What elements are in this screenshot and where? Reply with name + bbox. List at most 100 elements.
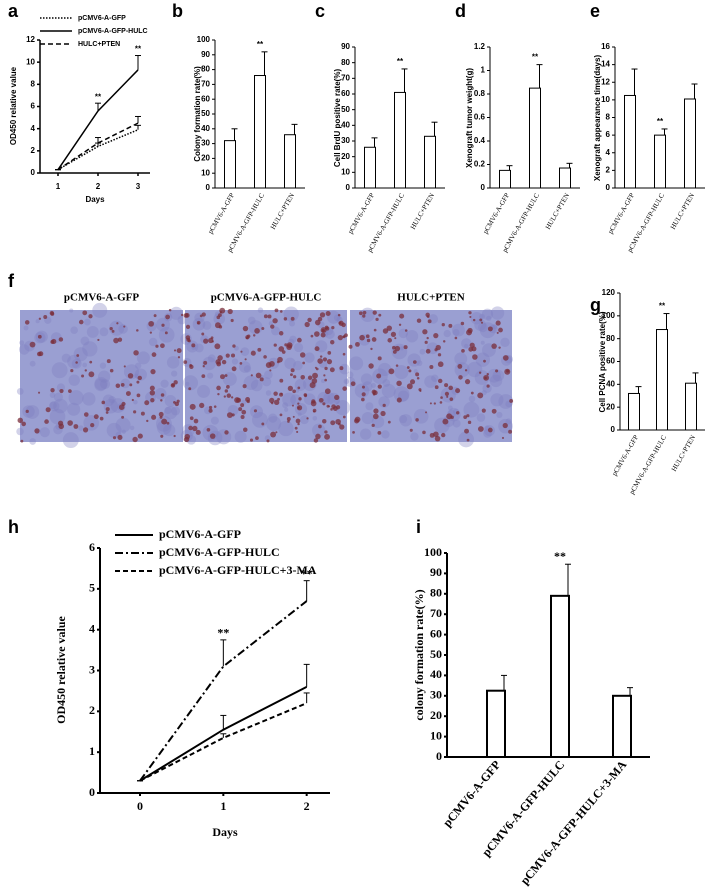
cell-nucleus bbox=[161, 323, 165, 327]
cell-nucleus bbox=[372, 310, 377, 315]
line-series bbox=[139, 702, 308, 782]
cell-nucleus bbox=[224, 389, 229, 393]
cell-nucleus bbox=[412, 360, 417, 364]
stain-patch bbox=[177, 315, 187, 325]
stain-patch bbox=[278, 420, 294, 437]
stain-patch bbox=[489, 374, 503, 388]
y-tick-label: 50 bbox=[430, 647, 442, 661]
cell-nucleus bbox=[136, 380, 140, 384]
cell-nucleus bbox=[50, 340, 55, 344]
y-tick-label: 20 bbox=[430, 708, 442, 722]
stain-patch bbox=[282, 392, 296, 407]
y-tick-label: 100 bbox=[602, 311, 616, 320]
cell-nucleus bbox=[376, 373, 382, 379]
stain-patch bbox=[382, 379, 391, 387]
cell-nucleus bbox=[320, 332, 326, 338]
cell-nucleus bbox=[307, 317, 312, 323]
cell-nucleus bbox=[137, 433, 143, 439]
y-tick-label: 0 bbox=[346, 183, 351, 192]
cell-nucleus bbox=[416, 377, 420, 380]
bar bbox=[612, 694, 632, 758]
cell-nucleus bbox=[403, 345, 408, 350]
stain-patch bbox=[202, 321, 212, 330]
cell-nucleus bbox=[68, 389, 72, 393]
stain-patch bbox=[452, 328, 460, 336]
cell-nucleus bbox=[317, 358, 323, 364]
y-tick-label: 2 bbox=[606, 165, 611, 174]
cell-nucleus bbox=[394, 337, 397, 340]
y-tick-label: 80 bbox=[201, 65, 210, 74]
cell-nucleus bbox=[280, 310, 283, 313]
cell-nucleus bbox=[318, 397, 324, 403]
cell-nucleus bbox=[81, 374, 85, 378]
cell-nucleus bbox=[377, 384, 382, 389]
cell-nucleus bbox=[21, 421, 26, 427]
cell-nucleus bbox=[310, 334, 314, 338]
cell-nucleus bbox=[295, 418, 301, 424]
cell-nucleus bbox=[153, 314, 157, 318]
bar bbox=[628, 392, 640, 431]
cell-nucleus bbox=[394, 345, 401, 352]
cell-nucleus bbox=[472, 354, 478, 360]
cell-nucleus bbox=[427, 319, 432, 324]
stain-patch bbox=[16, 388, 24, 395]
significance: ** bbox=[554, 549, 566, 563]
image-caption: HULC+PTEN bbox=[397, 292, 464, 304]
stain-patch bbox=[222, 372, 237, 387]
cell-nucleus bbox=[372, 390, 378, 396]
stain-patch bbox=[92, 302, 108, 318]
y-tick-label: 10 bbox=[601, 95, 610, 104]
stain-patch bbox=[35, 319, 40, 324]
cell-nucleus bbox=[280, 392, 283, 395]
bar bbox=[654, 134, 666, 189]
stain-patch bbox=[264, 370, 273, 380]
stain-patch bbox=[271, 326, 281, 336]
cell-nucleus bbox=[464, 379, 471, 385]
cell-nucleus bbox=[314, 366, 317, 369]
stain-patch bbox=[399, 346, 404, 351]
cell-nucleus bbox=[296, 405, 303, 411]
cell-nucleus bbox=[266, 439, 270, 443]
stain-patch bbox=[490, 306, 505, 320]
y-tick-label: 6 bbox=[31, 102, 36, 111]
stain-patch bbox=[234, 430, 247, 443]
significance: ** bbox=[657, 117, 664, 126]
cell-nucleus bbox=[362, 310, 367, 315]
cell-nucleus bbox=[240, 415, 245, 420]
cell-nucleus bbox=[183, 360, 188, 364]
cell-nucleus bbox=[225, 353, 230, 358]
stain-patch bbox=[413, 408, 429, 424]
cell-nucleus bbox=[188, 387, 192, 391]
stain-patch bbox=[492, 324, 498, 330]
stain-patch bbox=[133, 399, 138, 405]
stain-patch bbox=[496, 411, 503, 419]
cell-nucleus bbox=[466, 438, 470, 442]
cell-nucleus bbox=[457, 364, 463, 369]
cell-nucleus bbox=[180, 313, 184, 317]
x-axis-label: Days bbox=[212, 825, 238, 839]
stain-patch bbox=[18, 344, 30, 355]
cell-nucleus bbox=[350, 381, 356, 387]
stain-patch bbox=[362, 381, 373, 392]
x-axis-label: Days bbox=[85, 195, 105, 204]
y-tick-label: 120 bbox=[602, 288, 616, 297]
stain-patch bbox=[53, 398, 68, 414]
stain-patch bbox=[304, 352, 315, 363]
cell-nucleus bbox=[253, 409, 258, 413]
stain-patch bbox=[78, 425, 84, 431]
cell-nucleus bbox=[109, 327, 113, 331]
cell-nucleus bbox=[226, 393, 232, 398]
cell-nucleus bbox=[426, 336, 429, 340]
stain-patch bbox=[480, 340, 485, 345]
stain-patch bbox=[431, 374, 439, 382]
cell-nucleus bbox=[310, 400, 317, 407]
cell-nucleus bbox=[501, 436, 505, 440]
cell-nucleus bbox=[216, 361, 222, 367]
cell-nucleus bbox=[231, 366, 237, 372]
stain-patch bbox=[121, 429, 126, 434]
cell-nucleus bbox=[151, 352, 157, 357]
bar bbox=[284, 134, 296, 189]
cell-nucleus bbox=[82, 310, 88, 316]
cell-nucleus bbox=[221, 359, 227, 365]
cell-nucleus bbox=[269, 361, 275, 367]
